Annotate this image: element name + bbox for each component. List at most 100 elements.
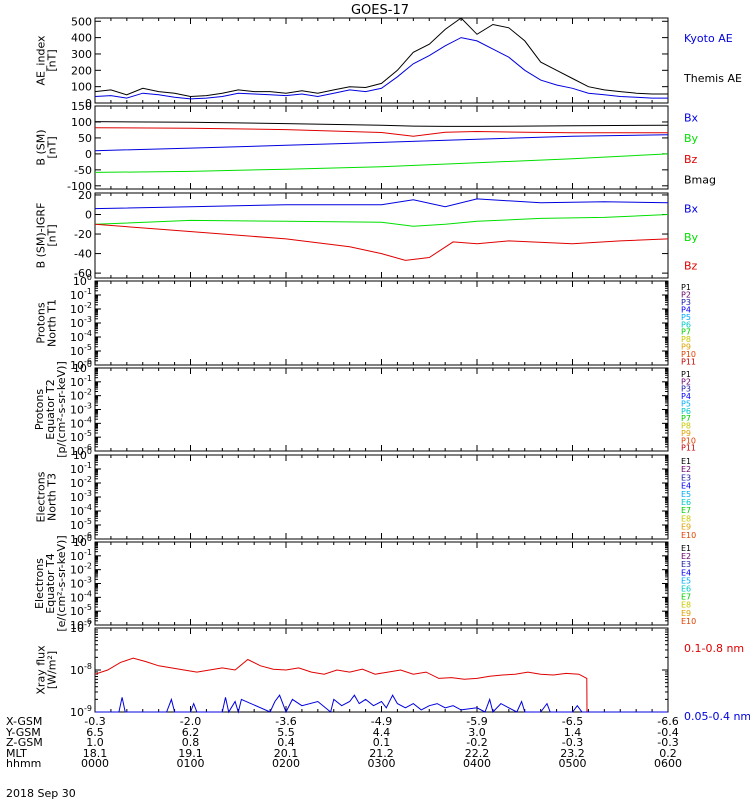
legend-entry: E3 [681, 473, 691, 482]
y-tick-label: 10-9 [70, 704, 92, 719]
ephem-value: -0.3 [657, 736, 678, 749]
legend-entry: P10 [681, 436, 696, 445]
y-tick-label: 100 [73, 273, 92, 288]
panel-pn: 10010-110-210-310-410-510-6ProtonsNorth … [35, 273, 697, 372]
legend-entry: P2 [681, 377, 691, 386]
panel-frame [94, 367, 669, 452]
y-tick-label: 10-6 [70, 617, 92, 632]
legend-entry: P1 [681, 370, 691, 379]
y-tick-label: 100 [71, 116, 92, 129]
panel-en: 10010-110-210-310-410-510-6ElectronsNort… [35, 447, 697, 546]
y-tick-label: 10-2 [70, 388, 92, 403]
legend-entry: E1 [681, 457, 691, 466]
legend-entry: P8 [681, 422, 691, 431]
ephem-value: 0.8 [182, 736, 200, 749]
plot-title: GOES-17 [351, 3, 409, 18]
ephem-value: -0.2 [466, 736, 487, 749]
legend-entry: P10 [681, 350, 696, 359]
y-axis-label: [W/m²] [46, 651, 59, 689]
ephem-row-label: hhmm [6, 757, 41, 770]
ephem-value: 1.0 [86, 736, 104, 749]
y-tick-label: 10-6 [70, 443, 92, 458]
y-axis-label: Protons [33, 389, 46, 430]
ephem-value: 0200 [272, 757, 300, 770]
panel-frame [94, 454, 669, 540]
y-tick-label: 10-5 [70, 343, 92, 358]
panel-frame [94, 541, 669, 626]
ephem-value: -0.3 [562, 736, 583, 749]
ephem-value: -0.3 [84, 715, 105, 728]
ephem-value: 3.0 [468, 726, 486, 739]
panel-frame [94, 627, 669, 713]
legend-entry: P1 [681, 283, 691, 292]
legend-entry: P2 [681, 290, 691, 299]
y-tick-label: 10-3 [70, 576, 92, 591]
legend-entry: P5 [681, 399, 691, 408]
y-tick-label: 100 [71, 81, 92, 94]
panel-ae: 0 100 200 300 400 500 AE_index[nT] Kyoto AE Them… [35, 15, 742, 110]
y-tick-label: 10-5 [70, 603, 92, 618]
legend-entry: E4 [681, 482, 691, 491]
panel-frame [94, 280, 669, 366]
ephem-value: -2.0 [180, 715, 201, 728]
legend-entry: E10 [681, 617, 696, 626]
ephem-value: 0.4 [277, 736, 295, 749]
y-axis-label: North T1 [46, 299, 59, 347]
series-bx [94, 198, 669, 210]
ephem-value: -3.6 [275, 715, 296, 728]
y-tick-label: 10-1 [70, 548, 92, 563]
legend-entry: P5 [681, 313, 691, 322]
legend-entry: P7 [681, 328, 691, 337]
date-label: 2018 Sep 30 [6, 787, 76, 800]
ephem-value: -6.5 [562, 715, 583, 728]
y-axis-label: Electrons [35, 471, 48, 522]
legend-entry: E1 [681, 544, 691, 553]
legend-entry: E8 [681, 514, 691, 523]
y-axis-label: [nT] [46, 49, 59, 71]
y-tick-label: -20 [74, 228, 92, 241]
legend-entry: Kyoto AE [684, 32, 733, 45]
y-tick-label: -40 [74, 248, 92, 261]
legend-entry: 0.05-0.4 nm [684, 710, 750, 723]
ephem-value: 22.2 [465, 747, 490, 760]
y-tick-label: 100 [73, 534, 92, 549]
ephem-value: 18.1 [83, 747, 108, 760]
legend-entry: E10 [681, 531, 696, 540]
legend-entry: P11 [681, 444, 696, 453]
legend-entry: E6 [681, 585, 691, 594]
ephem-value: 21.2 [369, 747, 394, 760]
y-axis-label: [e/(cm²-s-sr-keV)] [55, 535, 68, 631]
ephem-value: -0.4 [657, 726, 678, 739]
legend-entry: Bmag [684, 174, 716, 187]
y-tick-label: 200 [71, 64, 92, 77]
ephem-value: 0.1 [373, 736, 391, 749]
series-bz [94, 223, 669, 261]
y-axis-label: B (SM) [35, 129, 48, 165]
legend-entry: P8 [681, 335, 691, 344]
ephem-value: 1.4 [564, 726, 582, 739]
ephem-value: 23.2 [560, 747, 585, 760]
y-tick-label: 100 [73, 360, 92, 375]
y-tick-label: 10-4 [70, 415, 92, 430]
y-tick-label: 0 [85, 208, 92, 221]
ephem-row-label: MLT [6, 747, 27, 760]
y-tick-label: 10-3 [70, 489, 92, 504]
ephem-value: 5.5 [277, 726, 295, 739]
y-tick-label: 500 [71, 15, 92, 28]
legend-entry: P3 [681, 298, 691, 307]
y-tick-label: 20 [78, 189, 92, 202]
ephem-row-label: X-GSM [6, 715, 42, 728]
series-0-1-0-8-nm [94, 657, 588, 713]
y-tick-label: -50 [74, 164, 92, 177]
series-kyoto-ae [94, 37, 668, 100]
y-axis-label: Protons [35, 302, 48, 343]
legend-entry: By [684, 132, 699, 145]
y-axis-label: AE_index [35, 35, 48, 86]
y-tick-label: 10-2 [70, 301, 92, 316]
ephem-value: 19.1 [178, 747, 203, 760]
ephem-value: 0600 [654, 757, 682, 770]
panel-pe: 10010-110-210-310-410-510-6ProtonsEquato… [33, 360, 696, 458]
legend-entry: Themis AE [683, 72, 742, 85]
ephem-value: 0400 [463, 757, 491, 770]
y-tick-label: 10-1 [70, 287, 92, 302]
